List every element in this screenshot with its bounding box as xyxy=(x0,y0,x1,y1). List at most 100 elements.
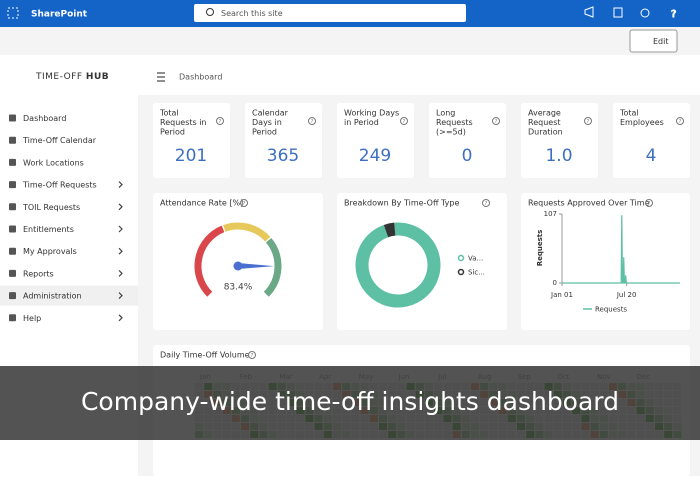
kpi-value: 365 xyxy=(267,146,299,166)
help-icon xyxy=(676,117,684,125)
help-mark: ? xyxy=(485,201,488,207)
help-mark: ? xyxy=(679,119,682,125)
kpi-label: Long xyxy=(436,109,455,118)
command-bar xyxy=(0,27,700,55)
kpi-label: Employees xyxy=(620,118,664,127)
nav-item[interactable]: Help xyxy=(23,314,41,323)
kpi-label: in Period xyxy=(344,118,379,127)
help-icon xyxy=(240,199,248,207)
breadcrumb: Dashboard xyxy=(179,73,222,82)
kpi-value: 1.0 xyxy=(545,146,572,166)
nav-icon xyxy=(9,225,16,233)
caption-band xyxy=(0,366,700,440)
legend-swatch xyxy=(457,268,465,276)
nav-item[interactable]: Reports xyxy=(23,269,54,278)
search-placeholder: Search this site xyxy=(221,9,283,18)
nav-icon xyxy=(9,314,16,322)
gauge-value: 83.4% xyxy=(224,283,253,293)
card-title: Attendance Rate [%] xyxy=(160,199,243,208)
nav-icon xyxy=(9,136,16,144)
help-mark: ? xyxy=(219,119,222,125)
nav-icon xyxy=(9,114,16,122)
kpi-value: 0 xyxy=(462,146,473,166)
kpi-label: Total xyxy=(159,109,179,118)
help-icon xyxy=(400,117,408,125)
nav-item[interactable]: Entitlements xyxy=(23,225,74,234)
caption: Company-wide time-off insights dashboard xyxy=(81,387,619,416)
line-series xyxy=(562,215,680,284)
card xyxy=(613,103,690,178)
nav-item[interactable]: Time-Off Calendar xyxy=(22,136,97,145)
nav-icon xyxy=(9,247,16,255)
nav-chevron xyxy=(118,292,123,300)
nav-icon xyxy=(9,292,16,300)
kpi-value: 249 xyxy=(359,146,391,166)
kpi-label: Duration xyxy=(528,128,563,137)
help-mark: ? xyxy=(587,119,590,125)
nav-item[interactable]: TOIL Requests xyxy=(22,203,80,212)
brand-accent: HUB xyxy=(86,72,109,82)
nav-item[interactable]: Dashboard xyxy=(23,114,66,123)
nav-item[interactable]: My Approvals xyxy=(23,247,77,256)
card xyxy=(429,103,506,178)
kpi-label: Requests in xyxy=(160,118,207,127)
help-icon xyxy=(492,117,500,125)
nav-chevron xyxy=(118,181,123,189)
gauge-hub xyxy=(233,261,243,271)
nav-icon xyxy=(9,269,16,277)
gauge-band xyxy=(223,222,271,242)
legend-label: Sic... xyxy=(468,269,485,277)
card-title: Daily Time-Off Volume xyxy=(160,351,250,360)
card xyxy=(153,103,230,178)
kpi-label: Days in xyxy=(252,118,282,127)
kpi-label: (>=5d) xyxy=(436,128,466,137)
kpi-label: Average xyxy=(528,109,561,118)
donut-segment xyxy=(383,222,396,238)
nav-chevron xyxy=(118,203,123,211)
nav-chevron xyxy=(118,269,123,277)
nav-chevron xyxy=(118,314,123,322)
nav-item[interactable]: Work Locations xyxy=(23,158,84,167)
card-title: Breakdown By Time-Off Type xyxy=(344,199,459,208)
kpi-label: Request xyxy=(528,118,561,127)
nav-icon xyxy=(9,158,16,166)
menu-icon[interactable] xyxy=(157,72,165,82)
search-box[interactable] xyxy=(194,4,466,22)
kpi-label: Total xyxy=(619,109,639,118)
card xyxy=(521,193,690,330)
kpi-label: Calendar xyxy=(252,109,289,118)
nav-item[interactable]: Time-Off Requests xyxy=(22,181,97,190)
kpi-label: Working Days xyxy=(344,109,399,118)
gauge-band xyxy=(263,238,282,297)
brand: TIME-OFF HUB xyxy=(35,72,109,82)
edit-label[interactable]: Edit xyxy=(653,37,669,46)
search-icon xyxy=(206,8,214,16)
app-header xyxy=(0,55,700,95)
x-tick-label: Jul 20 xyxy=(616,291,637,299)
y-tick-label: 0 xyxy=(553,279,557,287)
help-mark: ? xyxy=(311,119,314,125)
gauge-needle xyxy=(237,263,274,269)
card xyxy=(245,103,322,178)
suite-icons[interactable]: ? xyxy=(584,6,677,21)
help-mark: ? xyxy=(403,119,406,125)
y-tick-label: 107 xyxy=(544,210,557,218)
site-name[interactable]: SharePoint xyxy=(31,10,88,20)
nav-icon xyxy=(9,203,16,211)
svg-text:?: ? xyxy=(671,9,676,20)
legend-label: Va... xyxy=(468,255,483,263)
gauge-band xyxy=(194,225,225,297)
nav-item[interactable]: Administration xyxy=(23,292,82,301)
kpi-label: Period xyxy=(252,128,277,137)
x-tick-label: Jan 01 xyxy=(550,291,573,299)
edit-button[interactable] xyxy=(629,29,678,53)
app-launcher[interactable] xyxy=(7,7,19,19)
help-icon xyxy=(308,117,316,125)
kpi-label: Requests xyxy=(436,118,473,127)
legend-label: Requests xyxy=(595,306,627,314)
nav-selected xyxy=(0,285,138,306)
legend-swatch xyxy=(457,254,465,262)
help-mark: ? xyxy=(648,201,651,207)
